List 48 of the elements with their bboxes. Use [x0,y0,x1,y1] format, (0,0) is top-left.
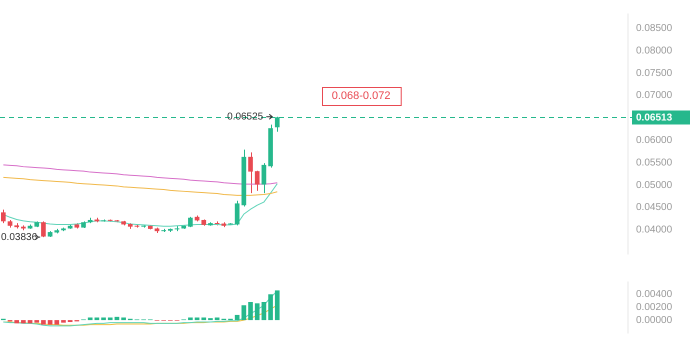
bar [254,303,260,320]
candlestick [41,220,46,238]
annotation: 0.06525 [227,112,264,123]
bar [188,318,193,320]
bar [234,314,240,320]
y-tick-label: 0.00200 [636,302,673,313]
candlestick [248,152,253,194]
candlestick [262,162,266,194]
y-tick-label: 0.04000 [636,224,673,236]
bar [41,320,46,325]
candlestick [254,170,260,192]
bar [268,294,273,320]
bar [114,316,120,320]
bar [48,320,52,325]
bar [242,305,246,320]
bar [21,320,26,324]
candlestick [188,216,193,228]
bar [94,318,100,320]
y-tick-label: 0.06000 [636,135,673,146]
bar [28,320,32,324]
bar [248,302,253,320]
bar [121,318,126,320]
bar [108,318,113,320]
candlestick [1,209,6,224]
y-tick-label: 0.00400 [636,289,673,300]
bar [101,318,106,320]
candlestick [234,200,240,226]
y-tick-label: 0.07000 [636,90,673,102]
bar [88,318,93,320]
y-tick-label: 0.05500 [636,157,673,168]
bar [274,290,280,320]
ref-line-label: 0.06513 [636,112,673,124]
annotation: 0.068-0.072 [332,90,390,102]
y-tick-label: 0.05000 [636,180,673,191]
bar [54,320,60,325]
annotation: 0.03836 [0,232,38,243]
y-tick-label: 0.08000 [636,45,673,56]
bar [61,320,66,323]
bar [14,320,20,324]
y-tick-label: 0.08500 [636,23,673,34]
bar [262,302,266,320]
bar [194,318,200,320]
y-tick-label: 0.04500 [636,202,673,214]
bar [214,318,220,320]
y-tick-label: 0.00000 [636,314,673,326]
bar [201,318,206,320]
y-tick-label: 0.07500 [636,68,673,79]
bar [34,320,40,323]
